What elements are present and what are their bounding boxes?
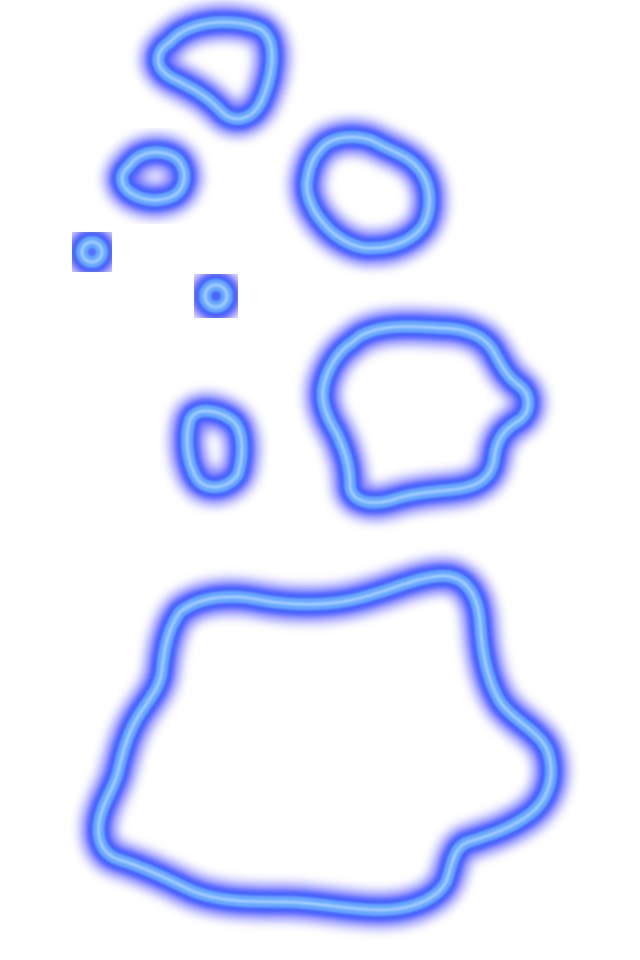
small-blob-mid xyxy=(187,411,242,487)
dot-2 xyxy=(205,285,227,307)
dot-1 xyxy=(82,242,102,262)
top-blob xyxy=(158,22,272,119)
right-blob-upper xyxy=(307,137,430,248)
small-blob-left xyxy=(122,152,184,200)
shapes-group xyxy=(82,22,551,910)
large-blob-bottom xyxy=(99,576,551,910)
right-blob-lower xyxy=(323,326,529,502)
